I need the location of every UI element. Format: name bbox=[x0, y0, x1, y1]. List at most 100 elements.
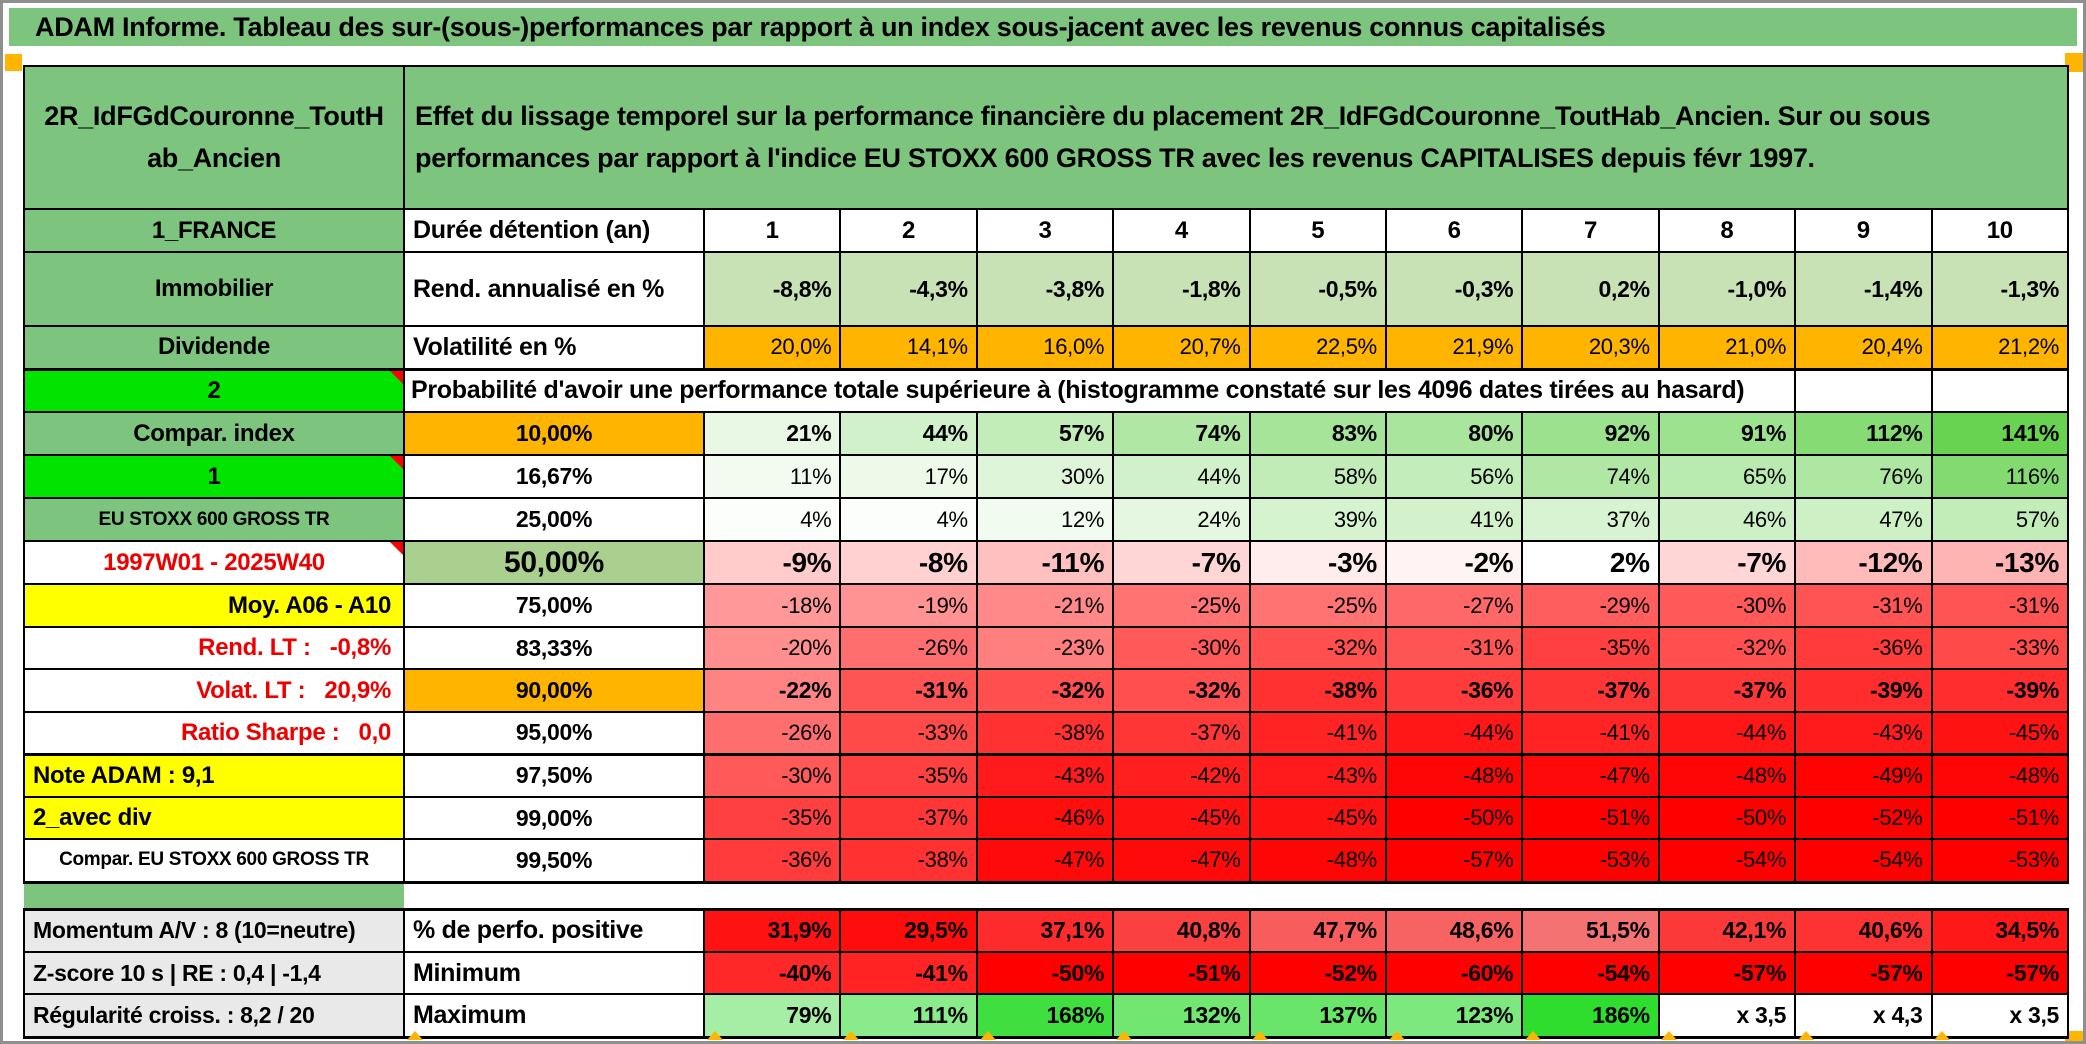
value-cell: 0,2% bbox=[1521, 251, 1660, 327]
row-label-cell: Moy. A06 - A10 bbox=[23, 583, 405, 628]
value-cell: -57% bbox=[1384, 838, 1524, 884]
value-cell: -43% bbox=[1794, 711, 1933, 756]
value-cell: 80% bbox=[1384, 411, 1524, 456]
value-cell: -31% bbox=[1384, 626, 1524, 670]
value-cell: -48% bbox=[1657, 753, 1797, 798]
value-cell: 22,5% bbox=[1248, 325, 1387, 371]
value-cell: -1,0% bbox=[1657, 251, 1797, 327]
year-header-cell: 9 bbox=[1794, 208, 1933, 253]
value-cell: 29,5% bbox=[839, 907, 978, 953]
value-cell: -8% bbox=[839, 540, 978, 585]
value-cell: 123% bbox=[1384, 993, 1524, 1039]
value-cell: 17% bbox=[839, 454, 978, 499]
value-cell: 4% bbox=[702, 497, 842, 542]
value-cell: -22% bbox=[702, 668, 842, 713]
value-cell: -57% bbox=[1794, 951, 1933, 995]
value-cell: 42,1% bbox=[1657, 907, 1797, 953]
threshold-cell: Minimum bbox=[403, 951, 705, 995]
value-cell: -35% bbox=[1521, 626, 1660, 670]
value-cell: 40,6% bbox=[1794, 907, 1933, 953]
performance-table: 2R_IdFGdCouronne_ToutHab_Ancien Effet du… bbox=[23, 65, 2070, 1039]
value-cell: 20,3% bbox=[1521, 325, 1660, 371]
value-cell: 14,1% bbox=[839, 325, 978, 371]
value-cell: -50% bbox=[1657, 796, 1797, 840]
value-cell: -18% bbox=[702, 583, 842, 628]
value-cell: -36% bbox=[1384, 668, 1524, 713]
threshold-cell: 10,00% bbox=[403, 411, 705, 456]
value-cell: -51% bbox=[1930, 796, 2070, 840]
row-label-cell: Rend. LT : -0,8% bbox=[23, 626, 405, 670]
row-label-cell: 1_FRANCE bbox=[23, 208, 405, 253]
value-cell: 20,0% bbox=[702, 325, 842, 371]
value-cell: -37% bbox=[839, 796, 978, 840]
value-cell: 31,9% bbox=[702, 907, 842, 953]
row-label-cell: Compar. index bbox=[23, 411, 405, 456]
threshold-cell: Maximum bbox=[403, 993, 705, 1039]
value-cell: 51,5% bbox=[1521, 907, 1660, 953]
row-label-cell: Immobilier bbox=[23, 251, 405, 327]
column-tick-icon bbox=[1252, 1031, 1268, 1040]
value-cell: 11% bbox=[702, 454, 842, 499]
value-cell: x 3,5 bbox=[1657, 993, 1797, 1039]
value-cell: -26% bbox=[839, 626, 978, 670]
value-cell: -37% bbox=[1521, 668, 1660, 713]
value-cell: 168% bbox=[975, 993, 1115, 1039]
value-cell: 4% bbox=[839, 497, 978, 542]
value-cell: 56% bbox=[1384, 454, 1524, 499]
threshold-cell: Volatilité en % bbox=[403, 325, 705, 371]
value-cell: 2% bbox=[1521, 540, 1660, 585]
value-cell: -0,5% bbox=[1248, 251, 1387, 327]
value-cell: -9% bbox=[702, 540, 842, 585]
value-cell: -1,3% bbox=[1930, 251, 2070, 327]
row-label-cell: Volat. LT : 20,9% bbox=[23, 668, 405, 713]
value-cell: 21% bbox=[702, 411, 842, 456]
value-cell: -13% bbox=[1930, 540, 2070, 585]
column-tick-icon bbox=[843, 1031, 859, 1040]
value-cell: -30% bbox=[1657, 583, 1797, 628]
value-cell: -39% bbox=[1930, 668, 2070, 713]
value-cell: -41% bbox=[1248, 711, 1387, 756]
row-label-cell: 1997W01 - 2025W40 bbox=[23, 540, 405, 585]
value-cell: -45% bbox=[1930, 711, 2070, 756]
prob-header-cell: Probabilité d'avoir une performance tota… bbox=[402, 368, 1797, 413]
threshold-cell: 95,00% bbox=[403, 711, 705, 756]
value-cell: 76% bbox=[1794, 454, 1933, 499]
value-cell: -3% bbox=[1248, 540, 1387, 585]
orange-marker-top-left bbox=[5, 54, 22, 71]
value-cell: 79% bbox=[702, 993, 842, 1039]
threshold-cell: Durée détention (an) bbox=[403, 208, 705, 253]
year-header-cell: 8 bbox=[1657, 208, 1797, 253]
value-cell: -7% bbox=[1657, 540, 1797, 585]
value-cell: -41% bbox=[1521, 711, 1660, 756]
value-cell: -2% bbox=[1384, 540, 1524, 585]
value-cell: 112% bbox=[1794, 411, 1933, 456]
threshold-cell: 16,67% bbox=[403, 454, 705, 499]
year-header-cell: 10 bbox=[1930, 208, 2070, 253]
threshold-cell: 97,50% bbox=[403, 753, 705, 798]
value-cell: 12% bbox=[975, 497, 1115, 542]
separator-bar bbox=[24, 882, 404, 909]
value-cell: -54% bbox=[1794, 838, 1933, 884]
value-cell: -39% bbox=[1794, 668, 1933, 713]
value-cell: 40,8% bbox=[1112, 907, 1251, 953]
value-cell: 47,7% bbox=[1248, 907, 1387, 953]
row-label-cell: Compar. EU STOXX 600 GROSS TR bbox=[23, 838, 405, 884]
value-cell: 57% bbox=[975, 411, 1115, 456]
value-cell: -12% bbox=[1794, 540, 1933, 585]
threshold-cell: 99,50% bbox=[403, 838, 705, 884]
column-tick-icon bbox=[1934, 1031, 1950, 1040]
value-cell: 57% bbox=[1930, 497, 2070, 542]
value-cell: 48,6% bbox=[1384, 907, 1524, 953]
value-cell: 21,9% bbox=[1384, 325, 1524, 371]
value-cell: 34,5% bbox=[1930, 907, 2070, 953]
value-cell: 46% bbox=[1657, 497, 1797, 542]
value-cell: -51% bbox=[1521, 796, 1660, 840]
value-cell: -51% bbox=[1112, 951, 1251, 995]
value-cell: 41% bbox=[1384, 497, 1524, 542]
value-cell: -1,8% bbox=[1112, 251, 1251, 327]
threshold-cell: 83,33% bbox=[403, 626, 705, 670]
value-cell: -31% bbox=[1794, 583, 1933, 628]
value-cell: 44% bbox=[1112, 454, 1251, 499]
value-cell: -11% bbox=[975, 540, 1115, 585]
